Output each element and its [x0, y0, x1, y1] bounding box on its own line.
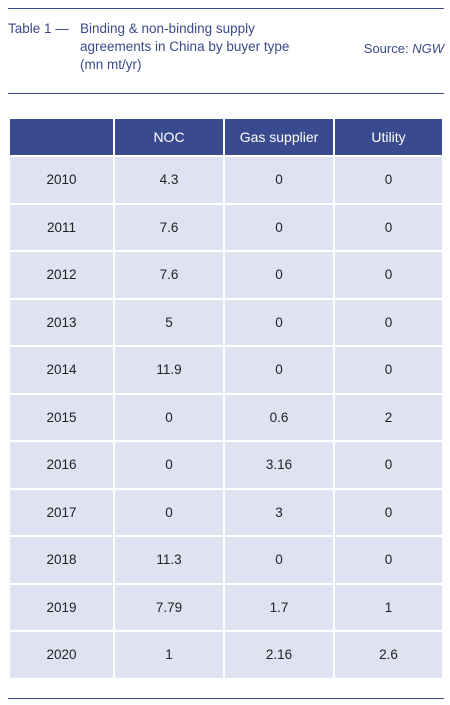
cell-year: 2014 [10, 347, 113, 393]
table-row: 2019 7.79 1.7 1 [10, 584, 442, 630]
table-row: 2018 11.3 0 0 [10, 537, 442, 583]
cell-gas-supplier: 3 [225, 489, 333, 535]
cell-gas-supplier: 0 [225, 347, 333, 393]
cell-utility: 0 [335, 204, 442, 250]
header-gas-supplier: Gas supplier [225, 119, 333, 155]
supply-agreements-table: NOC Gas supplier Utility 2010 4.3 0 0 2011 7.… [8, 117, 444, 680]
source-name: NGW [412, 41, 444, 56]
cell-utility: 0 [335, 252, 442, 298]
cell-gas-supplier: 1.7 [225, 584, 333, 630]
caption-title: Binding & non-binding supply agreements … [80, 21, 290, 72]
cell-gas-supplier: 0.6 [225, 394, 333, 440]
table-body: 2010 4.3 0 0 2011 7.6 0 0 2012 7.6 0 0 2013 5 0 0 2014 11… [10, 157, 442, 678]
cell-utility: 0 [335, 537, 442, 583]
table-row: 2016 0 3.16 0 [10, 442, 442, 488]
header-noc: NOC [115, 119, 223, 155]
cell-noc: 11.9 [115, 347, 223, 393]
cell-year: 2013 [10, 299, 113, 345]
top-rule [8, 8, 444, 9]
cell-gas-supplier: 0 [225, 157, 333, 203]
cell-utility: 0 [335, 442, 442, 488]
cell-utility: 0 [335, 157, 442, 203]
table-row: 2015 0 0.6 2 [10, 394, 442, 440]
table-row: 2017 0 3 0 [10, 489, 442, 535]
caption-divider [8, 93, 444, 94]
cell-gas-supplier: 0 [225, 252, 333, 298]
cell-gas-supplier: 0 [225, 537, 333, 583]
bottom-rule [8, 698, 444, 699]
source-label: Source: [363, 41, 409, 56]
cell-utility: 0 [335, 347, 442, 393]
cell-noc: 0 [115, 442, 223, 488]
cell-year: 2018 [10, 537, 113, 583]
table-row: 2014 11.9 0 0 [10, 347, 442, 393]
header-utility: Utility [335, 119, 442, 155]
cell-gas-supplier: 3.16 [225, 442, 333, 488]
cell-noc: 0 [115, 489, 223, 535]
cell-noc: 4.3 [115, 157, 223, 203]
cell-noc: 7.6 [115, 252, 223, 298]
cell-noc: 1 [115, 632, 223, 678]
table-row: 2010 4.3 0 0 [10, 157, 442, 203]
table-row: 2011 7.6 0 0 [10, 204, 442, 250]
source-note: Source: NGW [364, 40, 444, 58]
cell-gas-supplier: 0 [225, 204, 333, 250]
table-caption: Table 1 — Binding & non-binding supply a… [8, 20, 444, 84]
cell-year: 2015 [10, 394, 113, 440]
cell-noc: 7.6 [115, 204, 223, 250]
cell-noc: 5 [115, 299, 223, 345]
cell-year: 2016 [10, 442, 113, 488]
cell-utility: 2 [335, 394, 442, 440]
header-year [10, 119, 113, 155]
cell-gas-supplier: 2.16 [225, 632, 333, 678]
cell-year: 2011 [10, 204, 113, 250]
table-row: 2020 1 2.16 2.6 [10, 632, 442, 678]
table-row: 2012 7.6 0 0 [10, 252, 442, 298]
caption-label: Table 1 — [8, 21, 69, 36]
cell-noc: 7.79 [115, 584, 223, 630]
cell-gas-supplier: 0 [225, 299, 333, 345]
cell-noc: 11.3 [115, 537, 223, 583]
header-row: NOC Gas supplier Utility [10, 119, 442, 155]
cell-utility: 1 [335, 584, 442, 630]
cell-year: 2012 [10, 252, 113, 298]
table-row: 2013 5 0 0 [10, 299, 442, 345]
cell-utility: 0 [335, 299, 442, 345]
cell-year: 2019 [10, 584, 113, 630]
cell-noc: 0 [115, 394, 223, 440]
cell-year: 2020 [10, 632, 113, 678]
cell-year: 2017 [10, 489, 113, 535]
cell-year: 2010 [10, 157, 113, 203]
cell-utility: 0 [335, 489, 442, 535]
cell-utility: 2.6 [335, 632, 442, 678]
